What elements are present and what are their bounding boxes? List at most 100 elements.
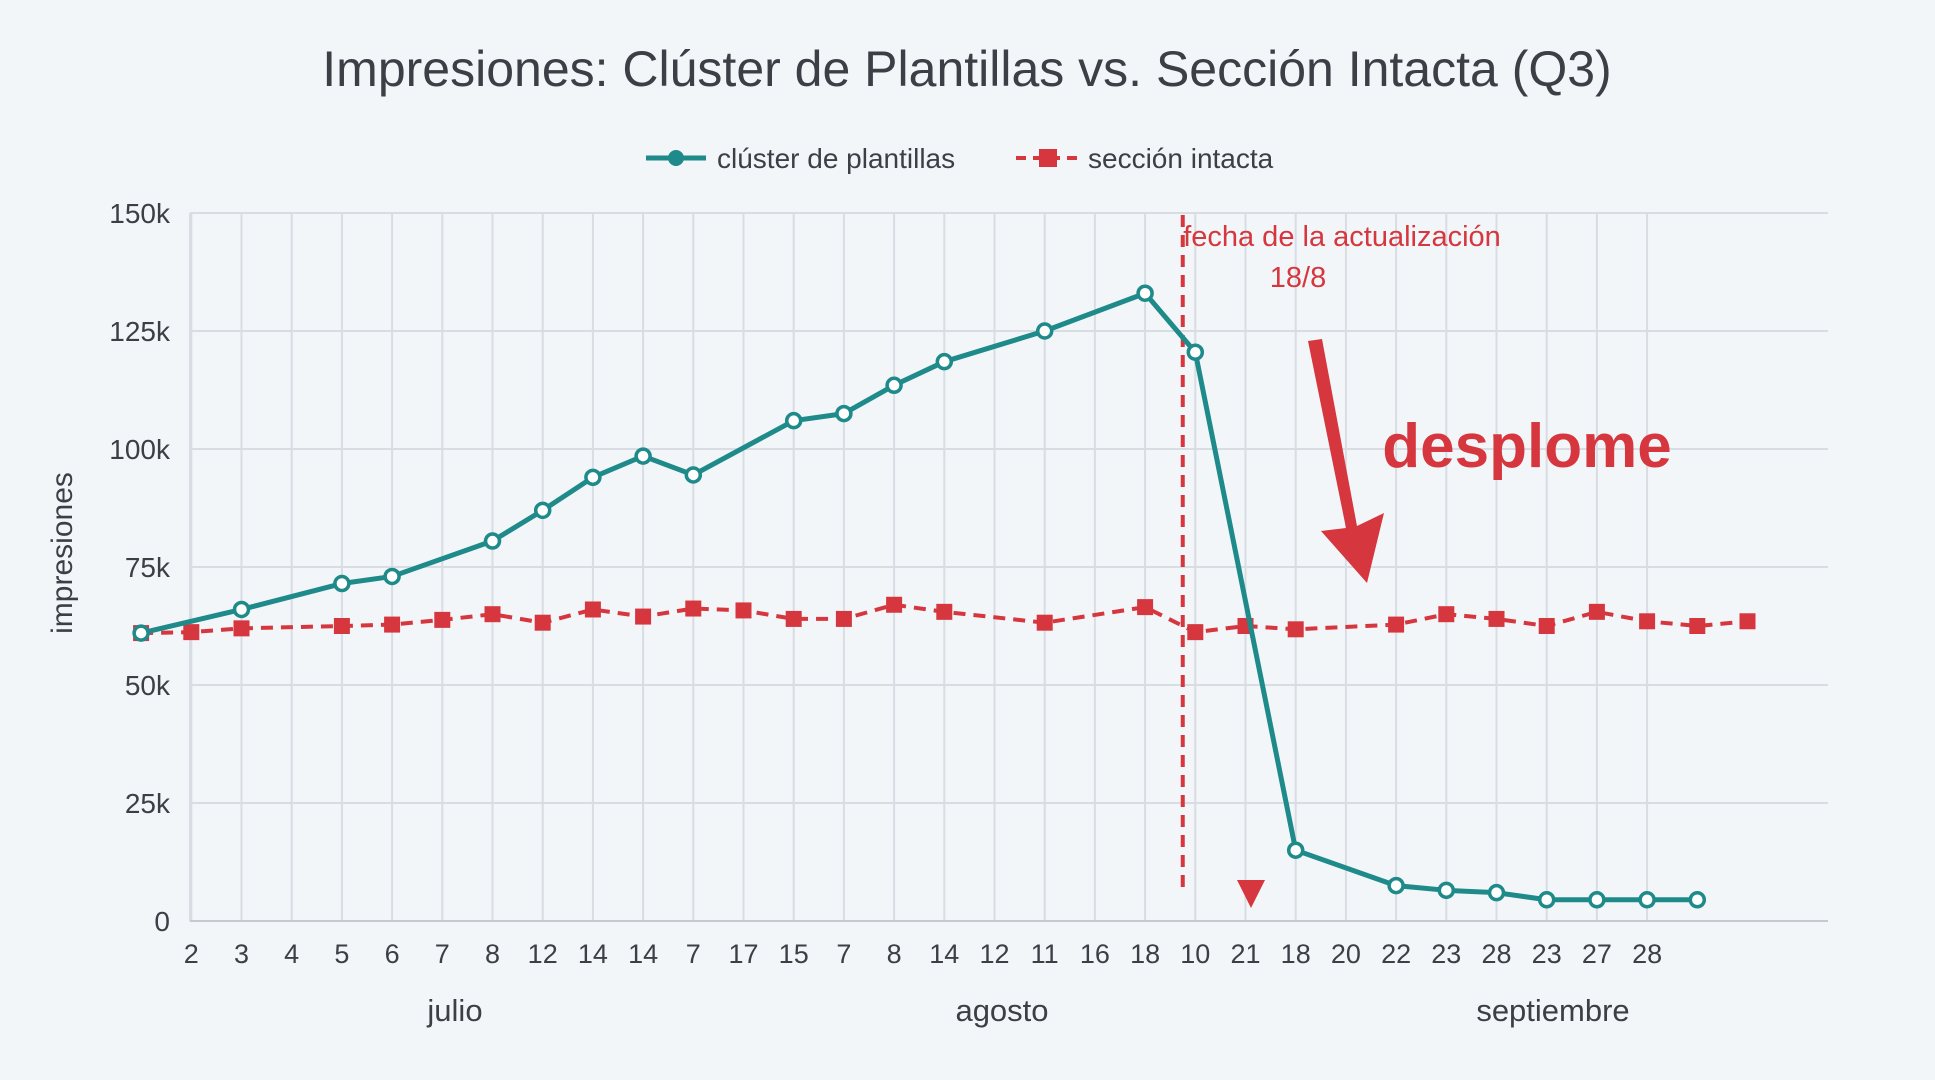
series-layer	[132, 284, 1756, 909]
x-tick-label: 15	[779, 939, 809, 969]
point-cluster-de-plantillas	[634, 447, 652, 465]
point-cluster-de-plantillas	[1487, 883, 1506, 902]
y-tick-label: 150k	[109, 198, 171, 229]
x-tick-label: 14	[578, 939, 608, 969]
point-seccion-intacta	[1137, 599, 1154, 616]
point-seccion-intacta	[1588, 603, 1605, 620]
x-tick-label: 28	[1481, 939, 1511, 969]
point-seccion-intacta	[584, 601, 601, 618]
point-cluster-de-plantillas	[885, 376, 903, 395]
x-tick-label: 8	[485, 939, 500, 969]
drop-arrow-shape	[1308, 339, 1384, 583]
point-seccion-intacta	[1538, 618, 1555, 634]
x-tick-label: 17	[728, 939, 758, 969]
point-cluster-de-plantillas	[333, 574, 351, 593]
x-tick-label: 28	[1632, 939, 1662, 969]
x-tick-label: 23	[1532, 939, 1562, 969]
point-seccion-intacta	[635, 608, 652, 625]
point-cluster-de-plantillas	[1437, 881, 1456, 900]
point-cluster-de-plantillas	[1136, 284, 1154, 302]
point-cluster-de-plantillas	[935, 352, 954, 371]
point-cluster-de-plantillas	[1638, 891, 1656, 909]
x-tick-label: 22	[1381, 939, 1411, 969]
point-cluster-de-plantillas	[1688, 891, 1707, 909]
point-seccion-intacta	[1388, 616, 1405, 633]
point-cluster-de-plantillas	[684, 466, 703, 484]
update-date-arrowhead	[1237, 880, 1265, 908]
x-tick-label: 3	[234, 939, 249, 969]
legend: clúster de plantillas sección intacta	[646, 143, 1274, 174]
x-tick-label: 14	[929, 939, 959, 969]
point-seccion-intacta	[1689, 618, 1706, 634]
update-date-value: 18/8	[1270, 262, 1326, 294]
point-cluster-de-plantillas	[1186, 343, 1205, 361]
x-tick-label: 8	[887, 939, 902, 969]
x-axis: 2 3 4 5 6 7 8 12 14 14 7 17 15 7 8 14 12 11 16 18 10 21 18 20 22…	[184, 939, 1662, 1028]
x-tick-label: 18	[1281, 939, 1311, 969]
point-seccion-intacta	[1438, 606, 1455, 623]
legend-cluster-marker	[668, 150, 684, 166]
point-seccion-intacta	[685, 600, 702, 617]
point-cluster-de-plantillas	[483, 532, 502, 550]
point-cluster-de-plantillas	[1387, 876, 1405, 895]
point-seccion-intacta	[1036, 614, 1053, 631]
point-cluster-de-plantillas	[1286, 841, 1305, 859]
x-tick-label: 7	[435, 939, 450, 969]
x-tick-label: 14	[628, 939, 658, 969]
point-cluster-de-plantillas	[1588, 891, 1606, 909]
point-seccion-intacta	[835, 610, 852, 627]
x-tick-label: 6	[385, 939, 400, 969]
x-tick-label: 21	[1230, 939, 1260, 969]
point-seccion-intacta	[1287, 621, 1304, 638]
point-cluster-de-plantillas	[584, 468, 602, 487]
point-cluster-de-plantillas	[132, 624, 150, 642]
point-cluster-de-plantillas	[383, 567, 401, 586]
y-tick-label: 25k	[125, 788, 171, 819]
legend-intacta-marker	[1039, 149, 1057, 167]
point-cluster-de-plantillas	[1035, 322, 1054, 340]
point-cluster-de-plantillas	[784, 411, 803, 430]
y-tick-label: 50k	[125, 670, 171, 701]
point-seccion-intacta	[233, 620, 250, 637]
x-tick-label: 4	[284, 939, 299, 969]
point-cluster-de-plantillas	[835, 404, 853, 423]
y-axis: 0 25k 50k 75k 100k 125k 150k	[109, 198, 171, 937]
x-tick-label: 5	[334, 939, 349, 969]
y-axis-label: impresiones	[46, 472, 79, 634]
point-cluster-de-plantillas	[1537, 891, 1556, 909]
point-seccion-intacta	[333, 618, 350, 634]
drop-label: desplome	[1382, 412, 1671, 481]
x-tick-label: 20	[1331, 939, 1361, 969]
y-tick-label: 100k	[109, 434, 171, 465]
x-tick-label: 11	[1031, 939, 1059, 969]
y-tick-label: 75k	[125, 552, 171, 583]
x-tick-label: 18	[1130, 939, 1160, 969]
grid	[189, 212, 1828, 922]
point-seccion-intacta	[534, 614, 551, 631]
x-tick-label: 2	[184, 939, 199, 969]
point-seccion-intacta	[484, 606, 501, 623]
chart-title: Impresiones: Clúster de Plantillas vs. S…	[322, 41, 1611, 97]
x-tick-label: 12	[528, 939, 558, 969]
x-tick-label: 7	[836, 939, 851, 969]
month-label: julio	[426, 993, 482, 1028]
point-cluster-de-plantillas	[533, 501, 552, 520]
point-seccion-intacta	[1639, 613, 1656, 630]
legend-intacta-label: sección intacta	[1088, 143, 1274, 174]
x-tick-label: 12	[979, 939, 1009, 969]
x-tick-label: 27	[1582, 939, 1612, 969]
point-seccion-intacta	[1187, 624, 1204, 641]
point-seccion-intacta	[735, 602, 752, 619]
point-seccion-intacta	[785, 610, 802, 627]
series-line-cluster-de-plantillas	[140, 290, 1698, 903]
point-seccion-intacta	[183, 624, 200, 641]
point-seccion-intacta	[936, 603, 953, 620]
legend-cluster-label: clúster de plantillas	[717, 143, 955, 174]
month-label: septiembre	[1476, 993, 1629, 1028]
drop-arrow	[1308, 339, 1384, 583]
point-seccion-intacta	[434, 611, 451, 628]
point-seccion-intacta	[1488, 610, 1505, 627]
point-seccion-intacta	[1739, 613, 1756, 630]
point-cluster-de-plantillas	[232, 600, 251, 619]
